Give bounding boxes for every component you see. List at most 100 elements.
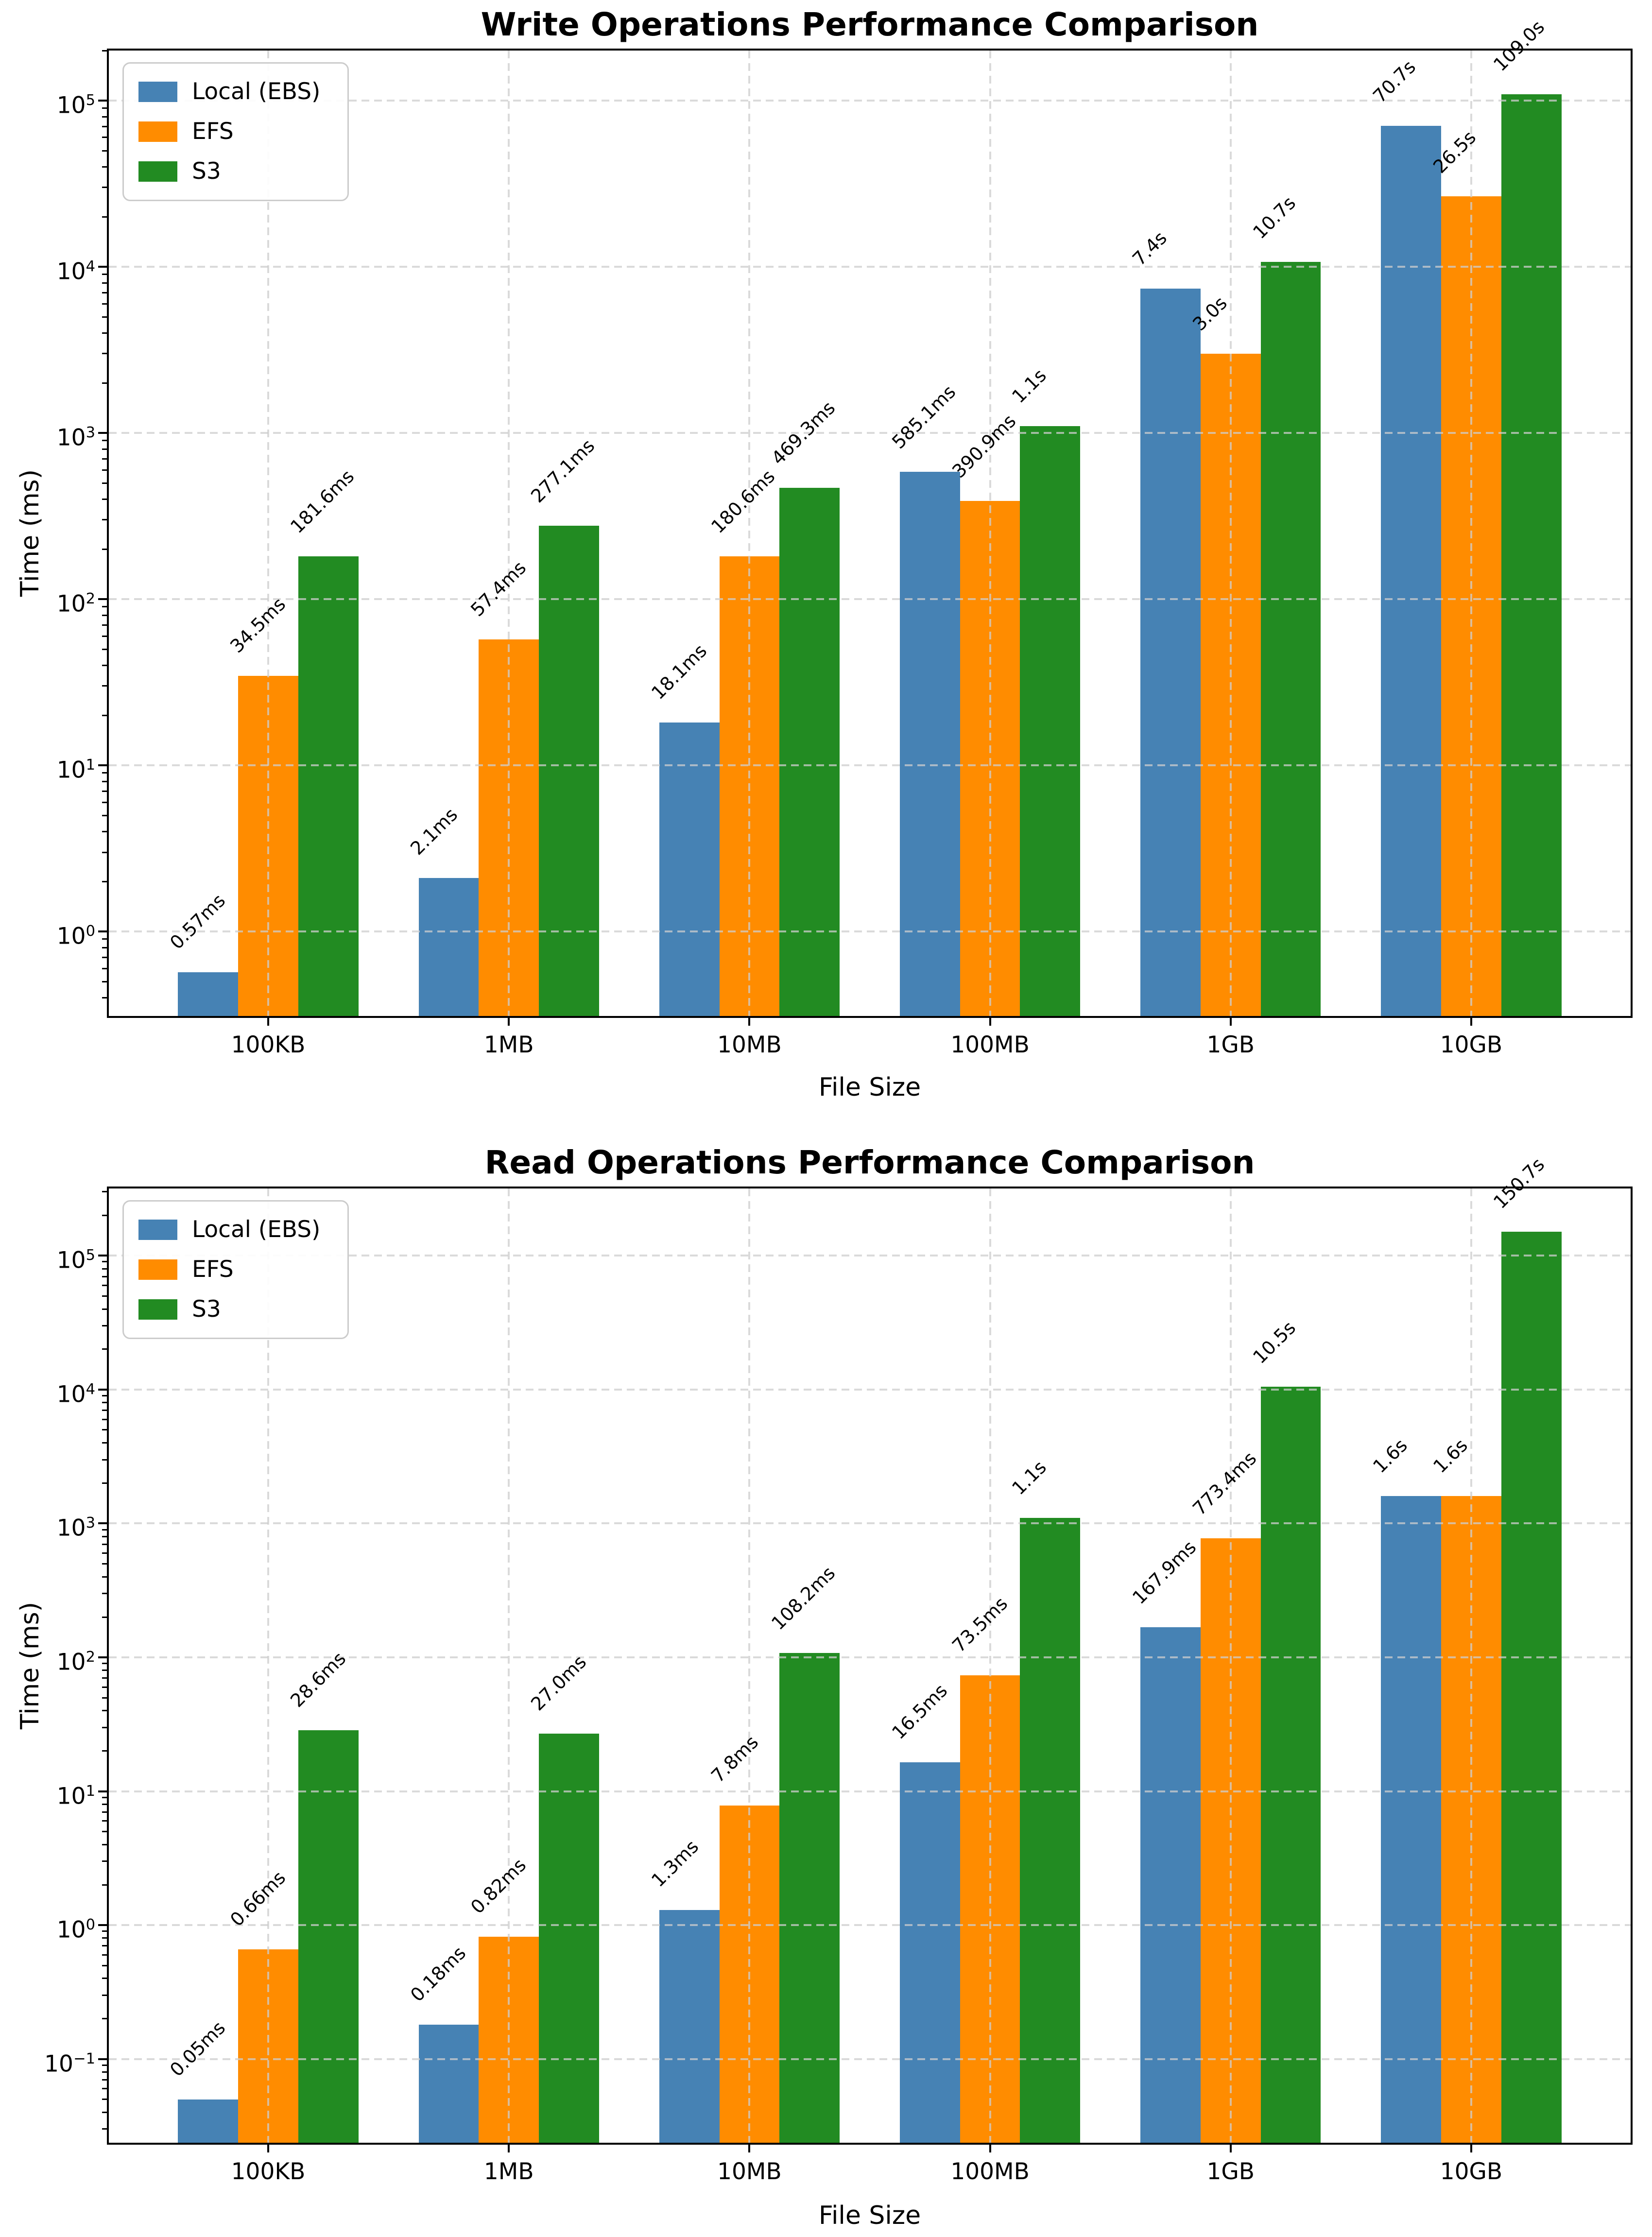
y-minor-tick-mark (102, 814, 107, 816)
legend-item: EFS (138, 1256, 320, 1283)
y-tick-exponent: 4 (86, 1380, 95, 1398)
bar-value-label: 10.7s (1248, 192, 1300, 243)
bar-value-label: 181.6ms (286, 465, 359, 537)
legend-label: S3 (192, 158, 221, 185)
y-minor-tick-mark (102, 50, 107, 52)
y-minor-tick-mark (102, 166, 107, 168)
y-minor-tick-mark (102, 956, 107, 958)
y-minor-tick-mark (102, 448, 107, 450)
x-tick-mark (1470, 2145, 1472, 2152)
bar-s3-10gb (1501, 94, 1562, 1016)
bar-local-ebs-1gb (1140, 288, 1201, 1016)
legend: Local (EBS) EFS S3 (122, 1200, 349, 1339)
y-minor-tick-mark (102, 1616, 107, 1618)
y-minor-tick-mark (102, 2064, 107, 2066)
bar-local-ebs-1mb (418, 2025, 479, 2143)
y-minor-tick-mark (102, 1686, 107, 1688)
y-minor-tick-mark (102, 282, 107, 284)
y-minor-tick-mark (102, 498, 107, 500)
y-minor-tick-mark (102, 1884, 107, 1886)
y-tick-exponent: 5 (86, 92, 95, 109)
y-tick-exponent: 0 (86, 923, 95, 940)
bar-value-label: 0.66ms (226, 1867, 290, 1931)
y-tick-exponent: 3 (86, 1514, 95, 1532)
y-gridline (109, 930, 1631, 933)
y-tick-exponent: 2 (86, 590, 95, 608)
x-axis-label: File Size (818, 2201, 921, 2230)
bar-local-ebs-10mb (659, 723, 720, 1016)
y-minor-tick-mark (102, 1429, 107, 1431)
legend-label: Local (EBS) (192, 1216, 321, 1243)
bar-value-label: 0.18ms (406, 1942, 470, 2006)
x-gridline (989, 51, 991, 1016)
x-tick-mark (267, 2145, 270, 2152)
y-gridline (109, 1656, 1631, 1659)
y-tick-label: 100 (56, 923, 95, 950)
write-operations-chart: Write Operations Performance Comparison … (0, 0, 1652, 1118)
y-minor-tick-mark (102, 548, 107, 550)
x-tick-label: 10MB (717, 2158, 782, 2185)
legend-label: Local (EBS) (192, 78, 321, 105)
x-tick-mark (748, 1018, 751, 1026)
y-minor-tick-mark (102, 1954, 107, 1956)
bar-s3-1mb (539, 525, 599, 1016)
y-minor-tick-mark (102, 469, 107, 471)
y-minor-tick-mark (102, 624, 107, 626)
chart-title: Read Operations Performance Comparison (484, 1144, 1255, 1181)
y-tick-label: 10−1 (44, 2050, 95, 2078)
y-gridline (109, 1388, 1631, 1391)
y-tick-label: 100 (56, 1916, 95, 1944)
y-minor-tick-mark (102, 1811, 107, 1813)
y-minor-tick-mark (102, 1214, 107, 1216)
y-minor-tick-mark (102, 1663, 107, 1665)
y-minor-tick-mark (102, 1535, 107, 1537)
bar-value-label: 7.8ms (707, 1731, 763, 1787)
x-tick-mark (989, 2145, 991, 2152)
bar-s3-100kb (298, 556, 359, 1016)
x-tick-mark (1470, 1018, 1472, 1026)
y-minor-tick-mark (102, 1261, 107, 1263)
y-tick-mark (98, 930, 107, 933)
y-minor-tick-mark (102, 1843, 107, 1845)
y-tick-label: 102 (56, 1649, 95, 1676)
bar-local-ebs-100mb (899, 471, 960, 1016)
legend-swatch-efs (138, 1259, 177, 1280)
chart-title: Write Operations Performance Comparison (481, 6, 1259, 43)
x-tick-label: 1GB (1206, 2158, 1255, 2185)
y-tick-label: 103 (56, 424, 95, 451)
y-gridline (109, 2058, 1631, 2060)
y-minor-tick-mark (102, 1284, 107, 1286)
legend-label: S3 (192, 1296, 221, 1323)
y-minor-tick-mark (102, 382, 107, 384)
y-minor-tick-mark (102, 780, 107, 782)
x-gridline (267, 1188, 270, 2143)
x-tick-mark (508, 1018, 510, 1026)
bar-local-ebs-10gb (1381, 125, 1442, 1016)
y-gridline (109, 1790, 1631, 1792)
x-tick-label: 1MB (483, 2158, 534, 2185)
legend-label: EFS (192, 118, 234, 145)
y-minor-tick-mark (102, 1930, 107, 1932)
y-minor-tick-mark (102, 2128, 107, 2130)
legend-swatch-s3 (138, 161, 177, 182)
bar-value-label: 7.4s (1128, 227, 1171, 270)
y-minor-tick-mark (102, 458, 107, 460)
x-tick-label: 10GB (1440, 1032, 1503, 1058)
bar-s3-100mb (1020, 426, 1081, 1016)
y-minor-tick-mark (102, 1395, 107, 1397)
bar-local-ebs-10mb (659, 1910, 720, 2143)
y-tick-mark (98, 598, 107, 601)
bar-value-label: 10.5s (1248, 1317, 1300, 1368)
y-minor-tick-mark (102, 1831, 107, 1833)
y-tick-label: 105 (56, 1247, 95, 1274)
y-minor-tick-mark (102, 801, 107, 803)
x-axis-label: File Size (818, 1073, 921, 1102)
y-gridline (109, 1924, 1631, 1927)
y-minor-tick-mark (102, 1308, 107, 1310)
y-minor-tick-mark (102, 116, 107, 118)
x-tick-label: 100KB (231, 1032, 306, 1058)
y-minor-tick-mark (102, 1459, 107, 1461)
x-tick-mark (1229, 2145, 1232, 2152)
y-minor-tick-mark (102, 2111, 107, 2113)
bar-value-label: 27.0ms (527, 1651, 591, 1715)
